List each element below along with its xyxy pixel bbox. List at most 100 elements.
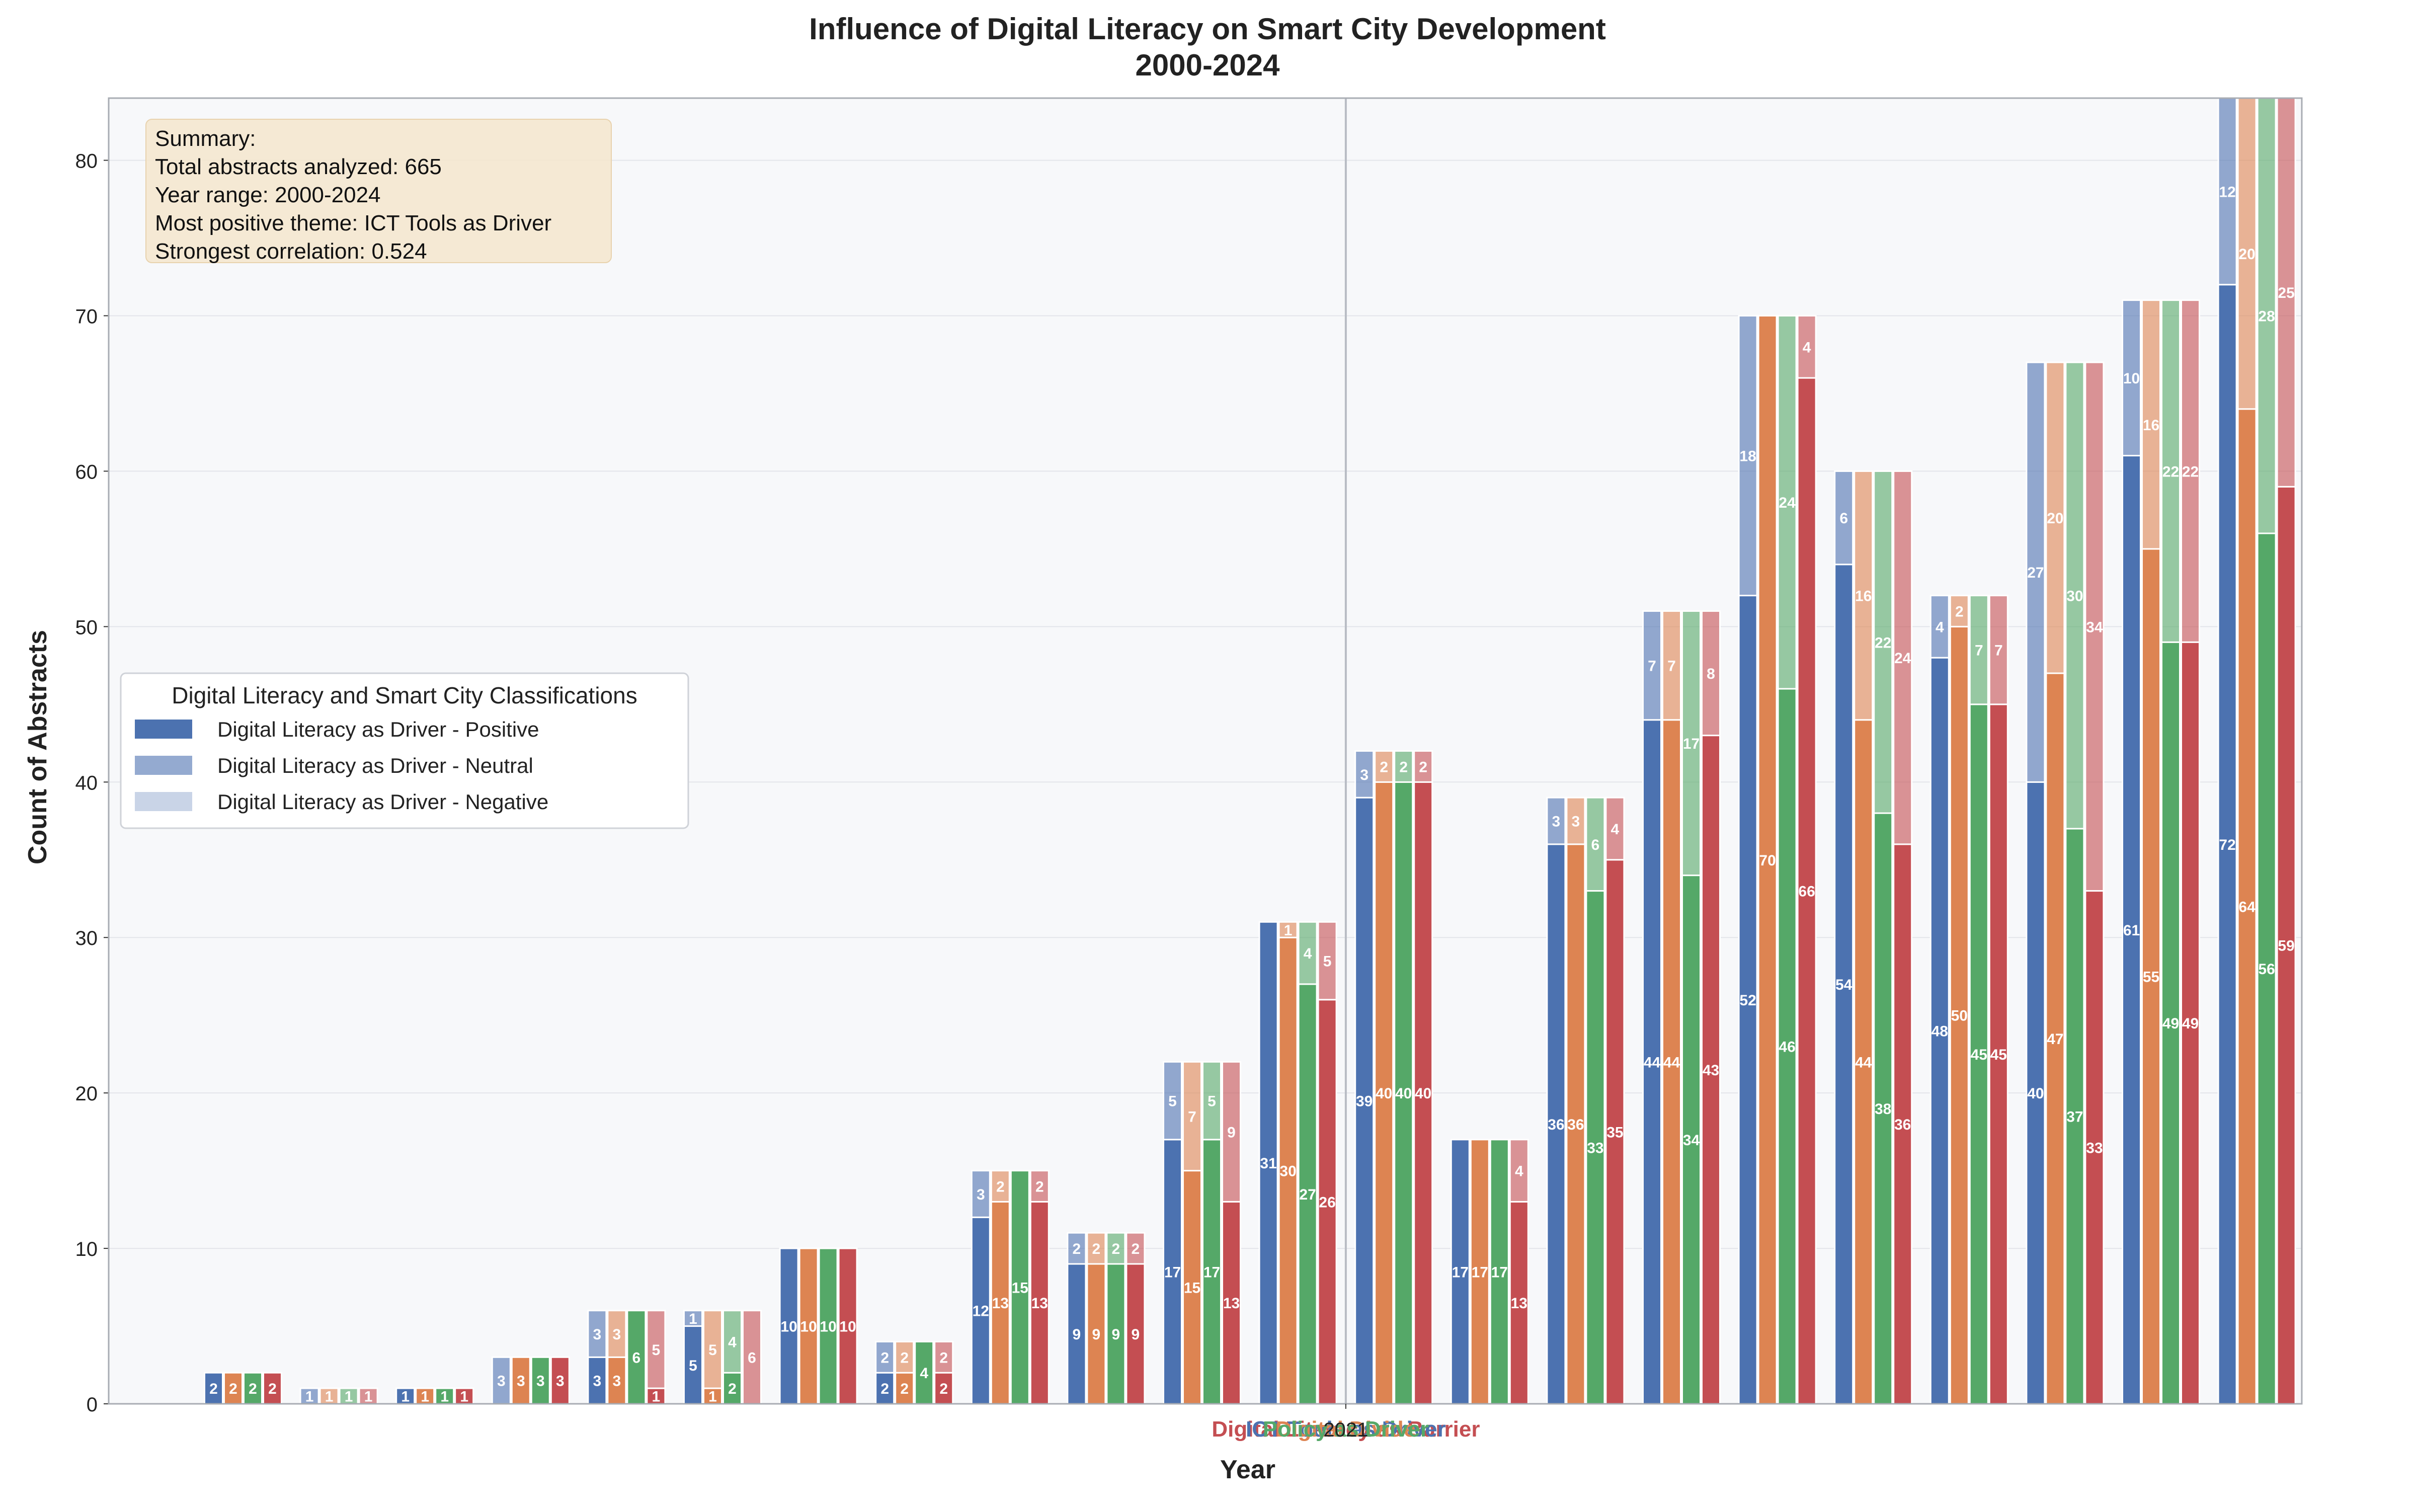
bar-data-label: 7 — [1975, 643, 1983, 659]
bar-data-label: 17 — [1683, 736, 1700, 752]
bar-segment-positive — [2065, 828, 2085, 1405]
bar-data-label: 27 — [2027, 565, 2044, 581]
bar-data-label: 49 — [2182, 1015, 2199, 1032]
bar-data-label: 2 — [1419, 759, 1427, 775]
bar-segment-positive — [435, 1387, 455, 1405]
bar-segment-neutral — [1029, 1170, 1050, 1203]
summary-heading: Summary: — [155, 126, 256, 151]
bar-data-label: 2 — [900, 1381, 909, 1397]
bar-data-label: 1 — [440, 1389, 449, 1405]
bar-data-label: 3 — [613, 1373, 621, 1390]
bar-data-label: 16 — [1855, 588, 1872, 605]
bar-segment-neutral — [1182, 1061, 1202, 1172]
bar-segment-positive — [779, 1247, 799, 1405]
y-tick-label: 50 — [75, 616, 98, 639]
y-tick-label: 20 — [75, 1083, 98, 1105]
bar-data-label: 40 — [1415, 1085, 1431, 1102]
bar-segment-neutral — [646, 1310, 666, 1389]
bar-data-label: 5 — [1208, 1093, 1216, 1110]
bar-segment-neutral — [319, 1387, 339, 1405]
bar-segment-neutral — [1605, 797, 1625, 861]
bar-data-label: 7 — [1188, 1108, 1196, 1125]
legend-entry-label: Digital Literacy as Driver - Positive — [217, 718, 539, 741]
legend-entry-label: Digital Literacy as Driver - Negative — [217, 790, 548, 814]
bar-data-label: 15 — [1184, 1280, 1200, 1296]
bar-data-label: 4 — [728, 1334, 737, 1350]
bar-segment-positive — [530, 1356, 550, 1405]
bar-data-label: 35 — [1606, 1124, 1623, 1141]
bar-data-label: 64 — [2238, 899, 2256, 915]
bar-segment-positive — [2084, 890, 2105, 1405]
bar-data-label: 50 — [1951, 1008, 1968, 1024]
bar-data-label: 15 — [1012, 1280, 1028, 1296]
bar-data-label: 1 — [460, 1389, 468, 1405]
x-tick-label: Digital Literacy as Barrier — [1212, 1417, 1480, 1442]
bar-data-label: 4 — [1936, 619, 1944, 635]
x-tick-label-marker: 2021 — [1323, 1419, 1368, 1441]
bar-data-label: 2 — [209, 1381, 218, 1397]
bar-segment-positive — [626, 1310, 647, 1405]
bar-data-label: 3 — [1572, 814, 1580, 830]
bar-segment-neutral — [722, 1310, 742, 1374]
y-tick-label: 10 — [75, 1238, 98, 1260]
bar-data-label: 36 — [1894, 1117, 1911, 1133]
bar-segment-positive — [1298, 983, 1318, 1405]
bar-data-label: 24 — [1779, 495, 1796, 511]
bar-segment-positive — [798, 1247, 819, 1405]
bar-segment-positive — [1546, 843, 1566, 1405]
bar-segment-positive — [511, 1356, 531, 1405]
bar-data-label: 3 — [593, 1326, 602, 1343]
bar-data-label: 45 — [1971, 1047, 1987, 1063]
bar-data-label: 13 — [1031, 1295, 1048, 1312]
bar-segment-positive — [1929, 657, 1950, 1405]
bar-segment-neutral — [1278, 921, 1298, 938]
bar-segment-neutral — [1222, 1061, 1241, 1203]
bar-data-label: 26 — [1319, 1194, 1335, 1211]
bar-data-label: 4 — [1803, 339, 1811, 356]
bar-segment-neutral — [1585, 797, 1605, 892]
bar-data-label: 5 — [652, 1342, 661, 1359]
bar-segment-neutral — [1298, 921, 1318, 985]
bar-data-label: 48 — [1931, 1023, 1948, 1040]
bar-segment-neutral — [2065, 361, 2085, 830]
bar-data-label: 10 — [780, 1319, 797, 1335]
bar-data-label: 61 — [2123, 922, 2140, 939]
bar-data-label: 9 — [1073, 1326, 1081, 1343]
bar-data-label: 2 — [1132, 1241, 1140, 1257]
bar-data-label: 52 — [1739, 992, 1756, 1009]
bar-segment-positive — [415, 1387, 435, 1405]
legend-title: Digital Literacy and Smart City Classifi… — [172, 682, 637, 708]
bar-data-label: 34 — [2086, 619, 2103, 635]
bar-segment-neutral — [703, 1310, 722, 1389]
bar-data-label: 1 — [345, 1389, 353, 1405]
bar-data-label: 17 — [1472, 1264, 1488, 1281]
bar-data-label: 36 — [1567, 1117, 1584, 1133]
bar-data-label: 4 — [920, 1365, 928, 1382]
bar-segment-neutral — [1374, 750, 1394, 783]
y-tick-label: 40 — [75, 772, 98, 794]
bar-data-label: 66 — [1798, 884, 1815, 900]
bar-segment-neutral — [299, 1387, 319, 1405]
bar-data-label: 5 — [1168, 1093, 1177, 1110]
bar-segment-neutral — [1394, 750, 1414, 783]
bar-segment-neutral — [1067, 1232, 1087, 1265]
bar-segment-positive — [1258, 921, 1278, 1405]
bar-data-label: 2 — [1092, 1241, 1101, 1257]
bar-segment-neutral — [2257, 97, 2277, 534]
bar-data-label: 2 — [996, 1179, 1005, 1196]
bar-data-label: 59 — [2278, 938, 2294, 954]
legend-swatch — [135, 756, 192, 775]
bar-data-label: 6 — [748, 1349, 756, 1366]
bar-segment-neutral — [971, 1170, 991, 1218]
bar-data-label: 38 — [1875, 1101, 1891, 1118]
bar-data-label: 37 — [2066, 1108, 2083, 1125]
legend-entry-label: Digital Literacy as Driver - Neutral — [217, 754, 533, 777]
bar-segment-neutral — [2026, 361, 2046, 783]
bar-data-label: 25 — [2278, 285, 2294, 301]
bar-data-label: 36 — [1548, 1117, 1564, 1133]
bar-data-label: 3 — [497, 1373, 506, 1390]
bar-data-label: 44 — [1663, 1054, 1680, 1071]
bar-segment-neutral — [1797, 315, 1817, 379]
bar-data-label: 6 — [1591, 837, 1600, 853]
